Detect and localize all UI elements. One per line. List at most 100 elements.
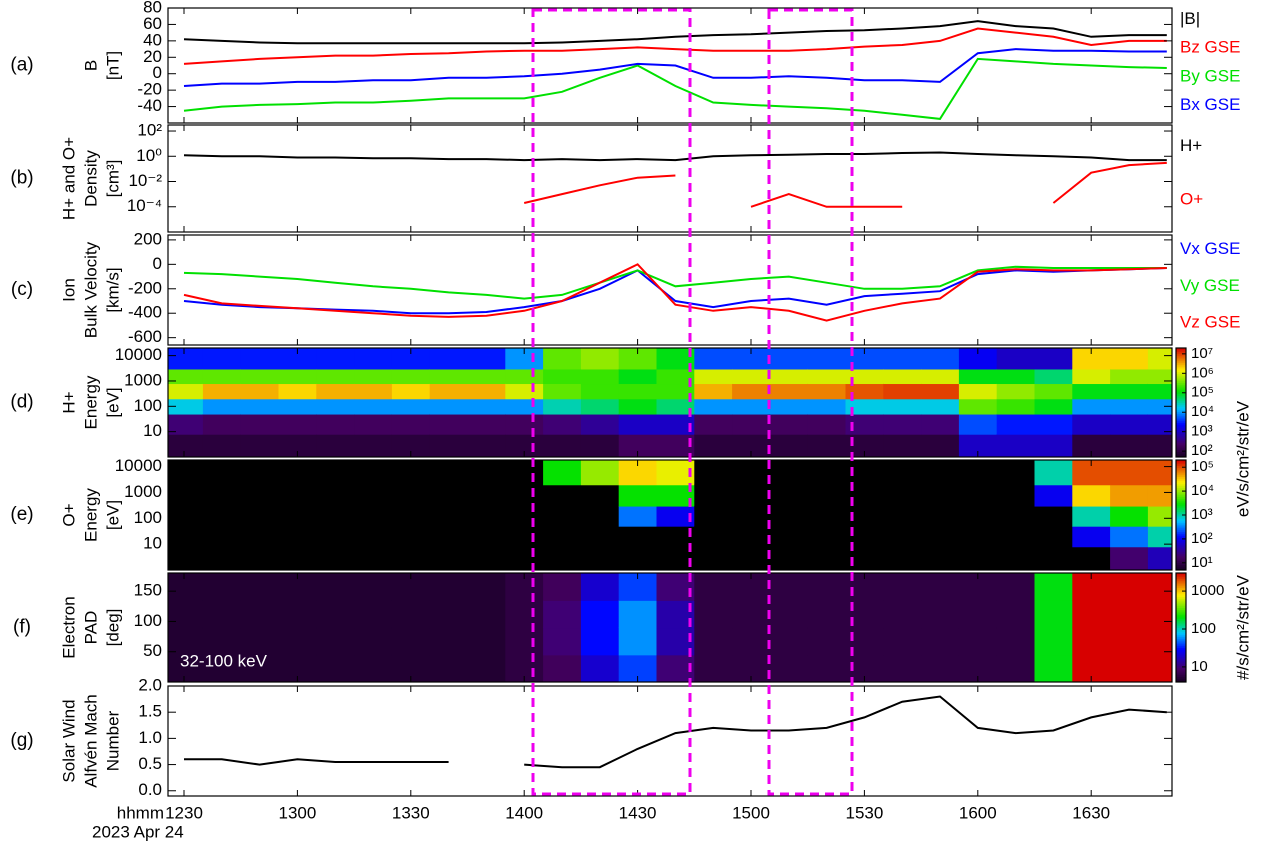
heatmap-cell (468, 573, 506, 601)
x-tick-label: 1600 (959, 803, 997, 822)
x-tick-label: 1230 (165, 803, 203, 822)
y-tick-label: 10⁻⁴ (127, 196, 162, 215)
heatmap-cell (430, 383, 468, 399)
heatmap-cell (1110, 348, 1148, 369)
heatmap-cell (279, 600, 317, 628)
heatmap-cell (392, 600, 430, 628)
colorbar-tick-label: 10³ (1191, 506, 1213, 523)
y-tick-label: -400 (128, 303, 162, 322)
heatmap-cell (883, 485, 921, 507)
colorbar-tick-label: 10² (1191, 442, 1213, 459)
heatmap-cell (354, 526, 392, 547)
y-axis-label: H+ and O+ (59, 137, 78, 220)
heatmap-cell (203, 369, 241, 384)
heatmap-cell (1072, 506, 1110, 527)
heatmap-cell (468, 383, 506, 399)
heatmap-cell (1110, 628, 1148, 656)
heatmap-cell (543, 460, 581, 485)
heatmap-cell (430, 547, 468, 571)
heatmap-cell (921, 628, 959, 656)
heatmap-cell (1072, 526, 1110, 547)
heatmap-cell (543, 526, 581, 547)
heatmap-cell (770, 460, 808, 485)
heatmap-cell (279, 485, 317, 507)
heatmap-cell (1072, 485, 1110, 507)
series-line (184, 49, 1167, 86)
x-tick-label: 1400 (505, 803, 543, 822)
heatmap-cell (543, 348, 581, 369)
heatmap-cell (1110, 369, 1148, 384)
heatmap-cell (997, 434, 1035, 457)
heatmap-cell (581, 414, 619, 435)
y-tick-label: 50 (143, 641, 162, 660)
heatmap-cell (883, 655, 921, 683)
heatmap-cell (543, 485, 581, 507)
heatmap-cell (997, 547, 1035, 571)
heatmap-cell (808, 573, 846, 601)
heatmap-cell (430, 655, 468, 683)
heatmap-cell (392, 628, 430, 656)
heatmap-cell (770, 506, 808, 527)
figure: |B|Bz GSEBy GSEBx GSE-40-20020406080B[nT… (0, 0, 1261, 845)
y-tick-label: 0.0 (138, 780, 162, 799)
heatmap-cell (430, 506, 468, 527)
y-axis-label: Density (81, 150, 100, 207)
heatmap-cell (1035, 485, 1073, 507)
heatmap-cell (241, 383, 279, 399)
heatmap-cell (581, 485, 619, 507)
heatmap-cell (241, 547, 279, 571)
heatmap-cell (316, 348, 354, 369)
heatmap-cell (543, 434, 581, 457)
heatmap-cell (316, 547, 354, 571)
series-line (524, 163, 1167, 207)
y-tick-label: 10 (143, 421, 162, 440)
colorbar-tick-label: 10⁶ (1191, 364, 1214, 381)
heatmap-cell (808, 383, 846, 399)
heatmap-cell (997, 399, 1035, 415)
heatmap-cell (316, 383, 354, 399)
y-tick-label: -600 (128, 327, 162, 346)
heatmap-cell (1035, 383, 1073, 399)
heatmap-cell (1110, 460, 1148, 485)
panel-frame (168, 235, 1172, 345)
heatmap-cell (770, 399, 808, 415)
heatmap-cell (1110, 383, 1148, 399)
heatmap-cell (430, 526, 468, 547)
heatmap-cell (203, 348, 241, 369)
heatmap-cell (883, 628, 921, 656)
heatmap-cell (1072, 414, 1110, 435)
heatmap-cell (316, 573, 354, 601)
heatmap-cell (770, 573, 808, 601)
colorbar-tick-label: 10⁵ (1191, 458, 1214, 475)
heatmap-cell (241, 369, 279, 384)
heatmap-cell (543, 600, 581, 628)
heatmap-cell (1072, 628, 1110, 656)
heatmap-cell (770, 485, 808, 507)
heatmap-cell (203, 506, 241, 527)
heatmap-cell (392, 414, 430, 435)
y-tick-label: 1.5 (138, 702, 162, 721)
heatmap-cell (883, 414, 921, 435)
colorbar-tick-label: 10⁴ (1191, 482, 1214, 499)
heatmap-cell (921, 369, 959, 384)
heatmap-cell (354, 628, 392, 656)
heatmap-cell (808, 506, 846, 527)
colorbar-tick-label: 10⁴ (1191, 403, 1214, 420)
heatmap-cell (732, 399, 770, 415)
y-tick-label: 80 (143, 0, 162, 16)
legend-label: H+ (1180, 136, 1202, 155)
heatmap-cell (959, 485, 997, 507)
heatmap-cell (430, 348, 468, 369)
y-tick-label: 1.0 (138, 728, 162, 747)
legend-label: Vz GSE (1180, 312, 1240, 331)
y-tick-label: 100 (134, 396, 162, 415)
heatmap-cell (883, 348, 921, 369)
series-line (184, 29, 1167, 64)
heatmap-cell (619, 600, 657, 628)
heatmap-cell (316, 434, 354, 457)
heatmap-cell (1110, 600, 1148, 628)
y-axis-label: H+ (59, 391, 78, 413)
page: Multi-panel time series body { margin: 0… (0, 0, 1261, 845)
y-axis-label: Electron (59, 596, 78, 658)
heatmap-cell (392, 399, 430, 415)
